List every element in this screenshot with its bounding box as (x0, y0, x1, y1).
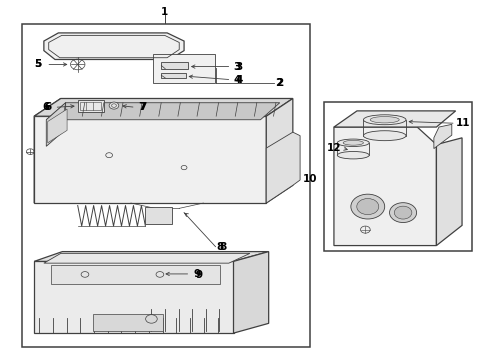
Text: 7: 7 (139, 102, 146, 112)
Bar (80, 102, 101, 110)
Polygon shape (265, 99, 292, 203)
Polygon shape (265, 132, 300, 203)
Text: 1: 1 (161, 6, 168, 17)
Circle shape (109, 102, 119, 109)
Text: 9: 9 (193, 269, 200, 279)
Polygon shape (333, 111, 455, 127)
Bar (22, 24, 309, 347)
Polygon shape (93, 314, 163, 331)
Ellipse shape (363, 131, 405, 141)
Text: 8: 8 (219, 242, 226, 252)
Bar (78, 100, 104, 112)
Text: 4: 4 (235, 75, 242, 85)
Text: 5: 5 (34, 59, 41, 69)
Text: 4: 4 (233, 75, 241, 85)
Text: 12: 12 (326, 143, 341, 153)
Circle shape (356, 198, 378, 215)
Ellipse shape (343, 140, 363, 145)
Ellipse shape (337, 152, 368, 159)
Bar (161, 73, 185, 78)
Text: 6: 6 (42, 102, 50, 112)
Bar (161, 62, 187, 69)
Polygon shape (433, 124, 451, 149)
Polygon shape (34, 261, 233, 333)
Ellipse shape (369, 117, 398, 123)
Text: 5: 5 (34, 59, 41, 69)
Polygon shape (34, 99, 61, 203)
Polygon shape (333, 127, 435, 246)
Text: 2: 2 (275, 78, 283, 88)
Polygon shape (34, 99, 292, 116)
Text: 3: 3 (235, 62, 242, 72)
Polygon shape (46, 103, 279, 120)
Polygon shape (34, 252, 268, 261)
Bar (324, 102, 471, 251)
Polygon shape (34, 116, 265, 203)
Circle shape (389, 203, 416, 222)
Polygon shape (46, 103, 65, 146)
Polygon shape (233, 252, 268, 333)
Text: 3: 3 (233, 62, 241, 72)
Bar (51, 265, 220, 284)
Polygon shape (44, 253, 249, 263)
Bar (152, 54, 215, 82)
Polygon shape (145, 207, 172, 224)
Ellipse shape (337, 139, 368, 147)
Text: 11: 11 (455, 118, 470, 128)
Ellipse shape (363, 115, 405, 125)
Text: 7: 7 (138, 102, 145, 112)
Polygon shape (435, 138, 461, 246)
Circle shape (393, 206, 411, 219)
Text: 10: 10 (303, 174, 317, 184)
Text: 6: 6 (44, 102, 51, 112)
Text: 8: 8 (216, 242, 224, 252)
Polygon shape (44, 33, 183, 59)
Text: 9: 9 (195, 270, 202, 280)
Circle shape (350, 194, 384, 219)
Polygon shape (48, 109, 67, 143)
Text: 2: 2 (274, 78, 282, 88)
